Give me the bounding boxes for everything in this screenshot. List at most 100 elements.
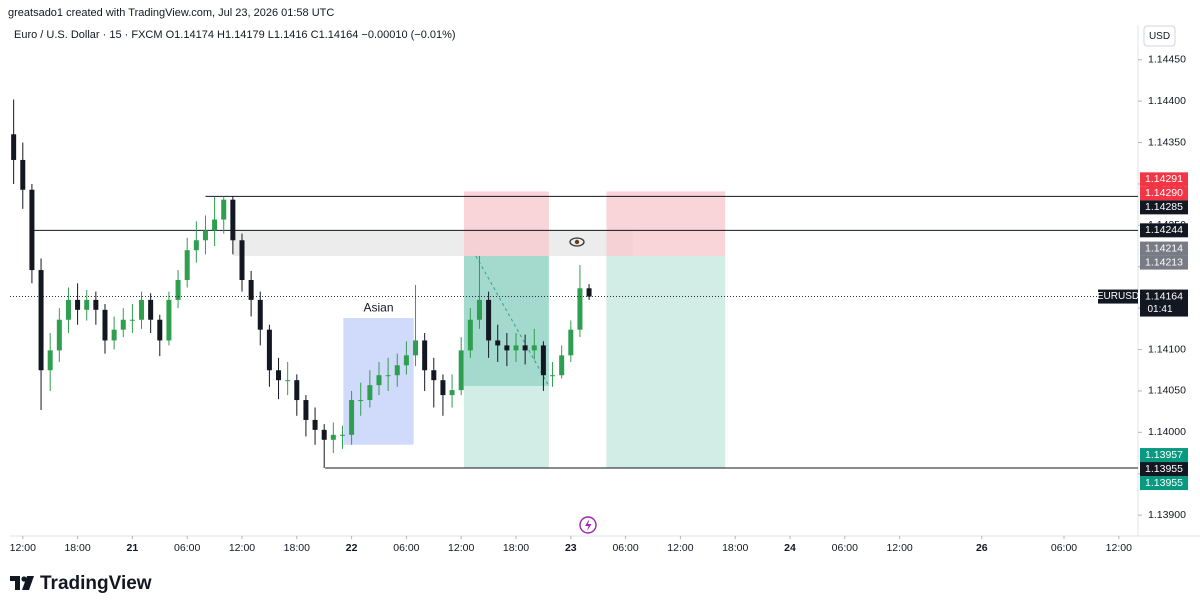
currency-button[interactable] <box>1143 25 1176 47</box>
price-label-box <box>1140 172 1188 187</box>
candle-body <box>193 240 199 251</box>
brand-name: TradingView <box>40 573 152 594</box>
candle-body <box>221 199 227 220</box>
position-stop <box>606 191 726 256</box>
candle-body <box>358 400 364 402</box>
candle-body <box>111 329 117 341</box>
change-value: −0.00010 (−0.01%) <box>361 29 455 41</box>
price-label: 1.14213 <box>1145 256 1183 268</box>
candle-body <box>513 345 519 351</box>
zone <box>232 230 633 256</box>
x-tick-label: 12:00 <box>886 542 912 554</box>
price-label-box <box>1140 476 1188 491</box>
x-tick-label: 12:00 <box>229 542 255 554</box>
ohlc-label: O <box>166 29 175 41</box>
price-label-box <box>1140 186 1188 201</box>
candle-body <box>431 370 437 381</box>
symbol-tag-text: EURUSD <box>1097 291 1139 302</box>
candle-body <box>504 345 510 351</box>
y-tick-label: 1.14000 <box>1148 426 1186 438</box>
candle-body <box>394 365 400 376</box>
x-tick-label: 18:00 <box>722 542 748 554</box>
price-label-box <box>1140 462 1188 477</box>
price-label: 1.13955 <box>1145 463 1183 475</box>
eye-icon <box>569 237 585 247</box>
candle-body <box>339 434 345 436</box>
x-tick-label: 18:00 <box>64 542 90 554</box>
currency[interactable]: USD <box>1149 31 1170 42</box>
symbol-tag <box>1098 289 1138 304</box>
candle-body <box>175 280 181 300</box>
candle-body <box>239 240 245 280</box>
candle-body <box>202 230 208 241</box>
candle-body <box>495 340 501 346</box>
legend-text: Euro / U.S. Dollar · 15 · FXCM O1.14174 … <box>14 29 456 41</box>
candle-body <box>20 159 26 190</box>
candle-body <box>56 319 62 351</box>
candle-body <box>84 299 90 310</box>
candle-body <box>403 355 409 366</box>
candle-body <box>449 390 455 396</box>
last-price: 1.14164 <box>1145 290 1183 302</box>
ohlc-label: L <box>268 29 274 41</box>
y-tick-label: 1.14050 <box>1148 385 1186 397</box>
candle-body <box>47 350 53 371</box>
x-tick-label: 12:00 <box>10 542 36 554</box>
x-tick-label: 23 <box>565 542 577 554</box>
candle-body <box>102 309 108 341</box>
legend: Euro / U.S. Dollar · 15 · FXCM O1.14174 … <box>14 29 456 41</box>
header: greatsado1 created with TradingView.com,… <box>8 7 334 19</box>
x-tick-label: 12:00 <box>667 542 693 554</box>
candle-body <box>11 134 17 160</box>
x-tick-label: 24 <box>784 542 796 554</box>
candle-body <box>157 319 163 341</box>
candle-body <box>184 250 190 280</box>
candle-body <box>266 329 272 371</box>
candle-body <box>531 345 537 351</box>
candle-body <box>349 400 355 435</box>
candle-body <box>559 355 565 376</box>
price-label-box <box>1140 255 1188 270</box>
ohlc-value: 1.14174 <box>174 29 214 41</box>
price-label-box <box>1140 448 1188 463</box>
position-stop <box>463 191 549 256</box>
candle-body <box>139 299 145 320</box>
candle-body <box>385 375 391 377</box>
price-label: 1.13957 <box>1145 449 1183 461</box>
price-label-box <box>1140 200 1188 215</box>
candle-body <box>458 350 464 391</box>
x-tick-label: 06:00 <box>1051 542 1077 554</box>
candle-body <box>568 329 574 356</box>
candle-body <box>522 345 528 351</box>
candle-body <box>312 419 318 430</box>
price-label: 1.13955 <box>1145 477 1183 489</box>
y-tick-label: 1.14100 <box>1148 343 1186 355</box>
x-tick-label: 06:00 <box>393 542 419 554</box>
last-price-tag <box>1140 289 1188 317</box>
alert-icon[interactable] <box>579 516 597 534</box>
candle-body <box>413 340 419 356</box>
candle-body <box>230 199 236 241</box>
candle-body <box>476 299 482 320</box>
x-tick-label: 06:00 <box>832 542 858 554</box>
ohlc-value: 1.14179 <box>225 29 265 41</box>
candle-body <box>248 280 254 300</box>
candle-body <box>321 429 327 440</box>
brand-logo <box>10 576 34 590</box>
position-target <box>606 255 726 468</box>
candle-body <box>129 319 135 321</box>
candle-body <box>330 434 336 440</box>
candle-body <box>422 340 428 371</box>
candle-body <box>276 370 282 381</box>
candle-body <box>75 299 81 310</box>
x-tick-label: 12:00 <box>448 542 474 554</box>
candle-body <box>148 299 154 320</box>
symbol-name: Euro / U.S. Dollar · 15 · FXCM <box>14 29 163 41</box>
y-tick-label: 1.14450 <box>1148 54 1186 66</box>
candle-body <box>550 375 556 377</box>
candle-body <box>294 380 300 401</box>
x-tick-label: 21 <box>127 542 139 554</box>
candle-body <box>257 299 263 330</box>
